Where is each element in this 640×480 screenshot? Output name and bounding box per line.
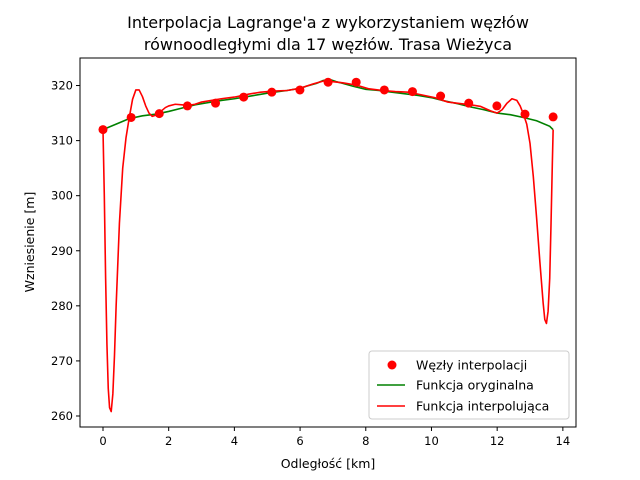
x-tick-label: 12 bbox=[490, 434, 505, 448]
node-point bbox=[295, 85, 305, 95]
node-point bbox=[126, 112, 136, 122]
x-tick-label: 10 bbox=[424, 434, 439, 448]
x-tick-label: 6 bbox=[296, 434, 303, 448]
legend-label-original: Funkcja oryginalna bbox=[416, 378, 534, 393]
y-tick-label: 260 bbox=[51, 409, 73, 423]
series-line-interpolating bbox=[102, 79, 554, 413]
node-point bbox=[548, 112, 558, 122]
node-point bbox=[464, 98, 474, 108]
chart-title-line2: równoodległymi dla 17 węzłów. Trasa Wież… bbox=[144, 35, 512, 54]
legend-frame bbox=[368, 350, 570, 420]
node-point bbox=[211, 98, 221, 108]
legend-marker-nodes bbox=[387, 360, 397, 370]
y-tick-label: 280 bbox=[51, 299, 73, 313]
node-point bbox=[379, 85, 389, 95]
y-tick-label: 300 bbox=[51, 189, 73, 203]
x-tick-label: 2 bbox=[165, 434, 172, 448]
node-point bbox=[436, 91, 446, 101]
series-layer bbox=[98, 77, 558, 413]
node-point bbox=[323, 77, 333, 87]
node-point bbox=[351, 77, 361, 87]
axes-frame bbox=[79, 57, 577, 428]
y-tick-label: 320 bbox=[51, 79, 73, 93]
x-tick-label: 8 bbox=[362, 434, 369, 448]
x-tick-label: 4 bbox=[231, 434, 238, 448]
node-point bbox=[407, 87, 417, 97]
x-axis-label: Odległość [km] bbox=[281, 456, 376, 471]
x-tick-label: 0 bbox=[99, 434, 106, 448]
node-point bbox=[267, 87, 277, 97]
y-tick-label: 310 bbox=[51, 134, 73, 148]
node-point bbox=[520, 109, 530, 119]
node-point bbox=[98, 125, 108, 135]
chart-title-line1: Interpolacja Lagrange'a z wykorzystaniem… bbox=[127, 13, 529, 32]
node-point bbox=[154, 109, 164, 119]
y-tick-label: 270 bbox=[51, 354, 73, 368]
legend: Węzły interpolacji Funkcja oryginalna Fu… bbox=[368, 350, 570, 420]
node-point bbox=[182, 101, 192, 111]
x-tick-label: 14 bbox=[556, 434, 571, 448]
node-point bbox=[239, 92, 249, 102]
x-axis-ticks: 0 2 4 6 8 10 12 14 bbox=[99, 427, 570, 448]
y-tick-label: 290 bbox=[51, 244, 73, 258]
legend-label-interp: Funkcja interpolująca bbox=[416, 399, 549, 414]
y-axis-label: Wzniesienie [m] bbox=[22, 192, 37, 293]
y-axis-ticks: 260 270 280 290 300 310 320 bbox=[51, 79, 80, 423]
node-point bbox=[492, 101, 502, 111]
legend-label-nodes: Węzły interpolacji bbox=[416, 358, 527, 373]
